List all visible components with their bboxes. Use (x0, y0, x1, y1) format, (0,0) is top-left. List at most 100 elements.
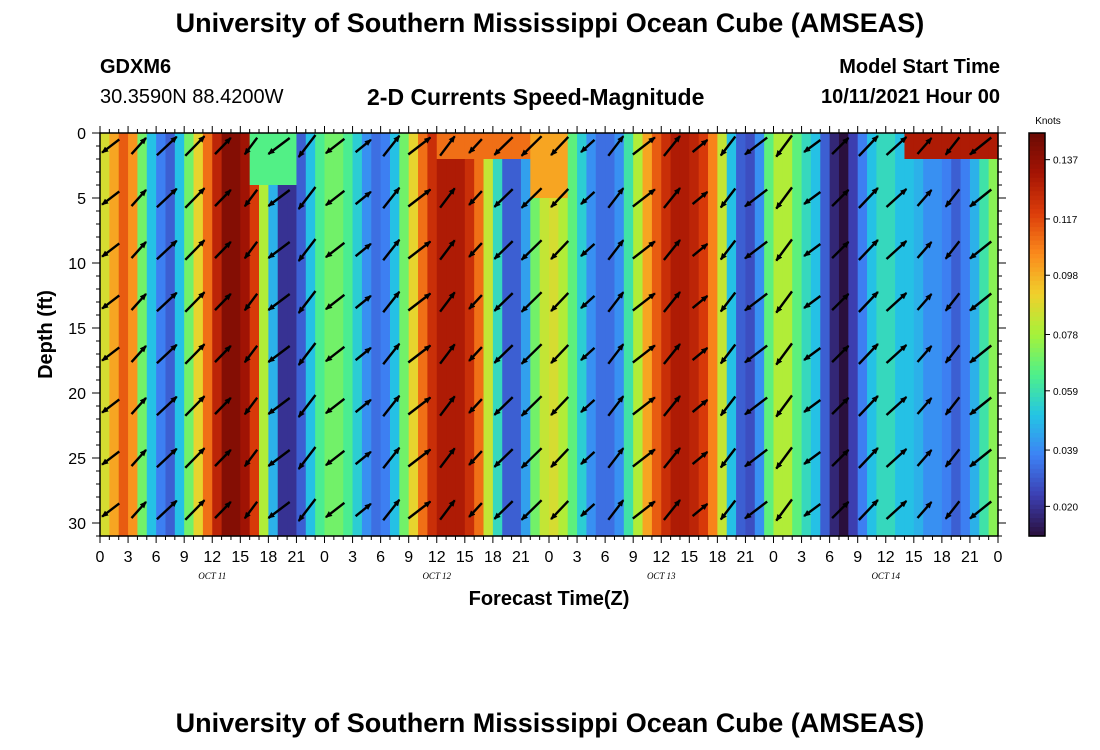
current-arrow (744, 448, 768, 468)
x-tick-label: 12 (203, 549, 221, 566)
heatmap-cell (436, 133, 447, 147)
heatmap-cell (623, 328, 634, 342)
heatmap-cell (446, 263, 457, 277)
heatmap-cell (455, 289, 466, 303)
x-tick-label: 21 (961, 549, 979, 566)
heatmap-cell (193, 315, 204, 329)
heatmap-cell (520, 237, 531, 251)
heatmap-cell (876, 406, 887, 420)
heatmap-cell (128, 159, 139, 173)
heatmap-cell (810, 458, 821, 472)
heatmap-cell (820, 211, 831, 225)
current-arrow (214, 293, 232, 311)
heatmap-cell (474, 289, 485, 303)
heatmap-cell (511, 172, 522, 186)
heatmap-cell (717, 211, 728, 225)
heatmap-cell (427, 133, 438, 147)
current-arrow (916, 397, 933, 415)
heatmap-cell (202, 367, 213, 381)
heatmap-cell (988, 263, 999, 277)
heatmap-cell (483, 510, 494, 524)
current-arrow (885, 136, 908, 156)
heatmap-cell (773, 289, 784, 303)
heatmap-cell (389, 250, 400, 264)
heatmap-cell (642, 328, 653, 342)
heatmap-cell (118, 185, 129, 199)
heatmap-cell (595, 406, 606, 420)
heatmap-cell (259, 224, 269, 238)
heatmap-cell (146, 471, 157, 485)
heatmap-cell (502, 224, 513, 238)
heatmap-cell (184, 432, 195, 446)
heatmap-cell (333, 146, 344, 160)
heatmap-cell (848, 354, 859, 368)
heatmap-cell (764, 406, 775, 420)
heatmap-cell (717, 237, 728, 251)
heatmap-cell (259, 133, 269, 147)
heatmap-cell (361, 419, 372, 433)
heatmap-cell (408, 237, 419, 251)
heatmap-cell (436, 497, 447, 511)
heatmap-cell (240, 497, 251, 511)
heatmap-cell (876, 172, 887, 186)
heatmap-cell (530, 263, 541, 277)
heatmap-cell (464, 445, 475, 459)
heatmap-cell (436, 367, 447, 381)
heatmap-cell (633, 315, 644, 329)
heatmap-cell (764, 198, 775, 212)
heatmap-cell (605, 484, 616, 498)
heatmap-cell (530, 497, 541, 511)
heatmap-cell (156, 432, 167, 446)
heatmap-cell (670, 510, 681, 524)
heatmap-cell (792, 159, 803, 173)
heatmap-cell (633, 523, 644, 537)
heatmap-cell (296, 471, 307, 485)
heatmap-cell (717, 380, 728, 394)
current-arrow (831, 241, 850, 259)
heatmap-cell (174, 471, 185, 485)
current-arrow (803, 191, 822, 205)
heatmap-cell (941, 237, 952, 251)
heatmap-cell (474, 367, 485, 381)
heatmap-cell (202, 380, 213, 394)
heatmap-cell (371, 393, 382, 407)
heatmap-cell (212, 393, 223, 407)
heatmap-cell (670, 380, 681, 394)
heatmap-cell (399, 406, 410, 420)
heatmap-cell (941, 497, 952, 511)
heatmap-cell (137, 367, 148, 381)
heatmap-cell (109, 185, 120, 199)
heatmap-cell (848, 341, 859, 355)
heatmap-cell (745, 276, 756, 290)
heatmap-cell (333, 341, 344, 355)
heatmap-cell (165, 172, 176, 186)
colorbar-segment (1029, 522, 1045, 528)
heatmap-cell (380, 367, 391, 381)
heatmap-cell (259, 341, 269, 355)
colorbar-segment (1029, 450, 1045, 456)
heatmap-cell (605, 276, 616, 290)
heatmap-cell (128, 419, 139, 433)
heatmap-cell (221, 471, 232, 485)
heatmap-cell (530, 328, 541, 342)
heatmap-cell (614, 523, 625, 537)
current-arrow (382, 395, 401, 417)
heatmap-cell (156, 380, 167, 394)
heatmap-cell (885, 419, 896, 433)
heatmap-cell (577, 523, 588, 537)
heatmap-cell (801, 315, 812, 329)
heatmap-cell (230, 432, 241, 446)
heatmap-cell (520, 211, 531, 225)
heatmap-cell (109, 523, 120, 537)
heatmap-cell (502, 458, 513, 472)
heatmap-cell (848, 510, 859, 524)
heatmap-cell (455, 523, 466, 537)
heatmap-cell (361, 302, 372, 316)
heatmap-cell (361, 510, 372, 524)
heatmap-cell (782, 354, 793, 368)
heatmap-cell (427, 393, 438, 407)
heatmap-cell (764, 419, 775, 433)
heatmap-cell (679, 185, 690, 199)
heatmap-cell (614, 276, 625, 290)
heatmap-cell (867, 419, 877, 433)
